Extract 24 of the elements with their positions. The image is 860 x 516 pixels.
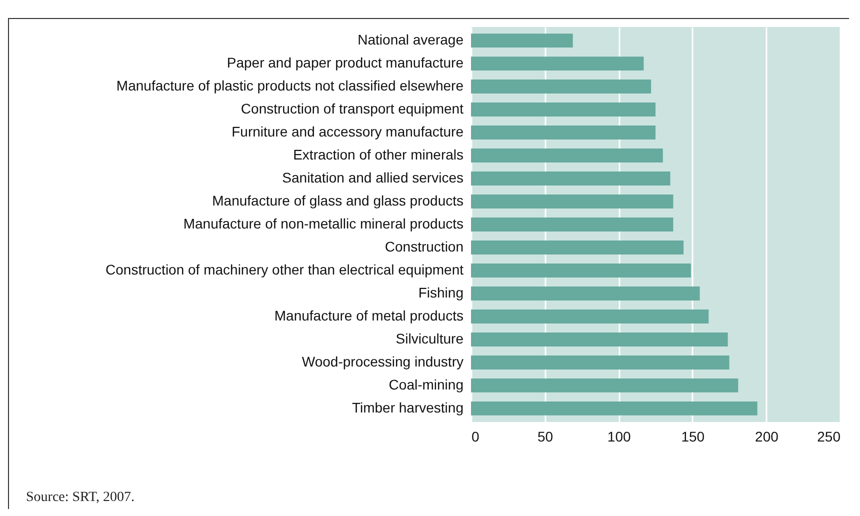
x-tick-label: 200 xyxy=(755,428,779,444)
y-tick-label: Manufacture of metal products xyxy=(274,307,464,324)
x-tick-label: 50 xyxy=(538,428,554,444)
y-tick-label: Silviculture xyxy=(396,330,464,346)
y-tick-label: Extraction of other minerals xyxy=(293,146,464,163)
x-tick-label: 250 xyxy=(817,428,841,444)
y-tick-label: Construction of machinery other than electrical equipment xyxy=(106,261,464,278)
y-tick-label: National average xyxy=(358,32,464,48)
y-tick-label: Manufacture of glass and glass products xyxy=(212,192,464,209)
y-tick-label: Manufacture of plastic products not classified elsewhere xyxy=(116,78,464,94)
y-tick-label: Manufacture of non-metallic mineral products xyxy=(183,216,464,232)
y-tick-label: Paper and paper product manufacture xyxy=(226,54,464,71)
y-tick-label: Construction xyxy=(384,238,464,254)
y-tick-label: Wood-processing industry xyxy=(302,353,464,370)
source-note: Source: SRT, 2007. xyxy=(26,490,135,506)
y-tick-label: Coal-mining xyxy=(388,376,464,392)
y-tick-label: Timber harvesting xyxy=(352,399,464,416)
y-tick-label: Construction of transport equipment xyxy=(240,100,464,117)
y-tick-label: Furniture and accessory manufacture xyxy=(232,124,464,140)
x-tick-label: 100 xyxy=(607,428,631,444)
y-tick-label: Fishing xyxy=(418,284,464,300)
y-tick-label: Sanitation and allied services xyxy=(282,170,464,186)
x-tick-label: 150 xyxy=(681,428,705,444)
x-tick-label: 0 xyxy=(472,428,480,444)
